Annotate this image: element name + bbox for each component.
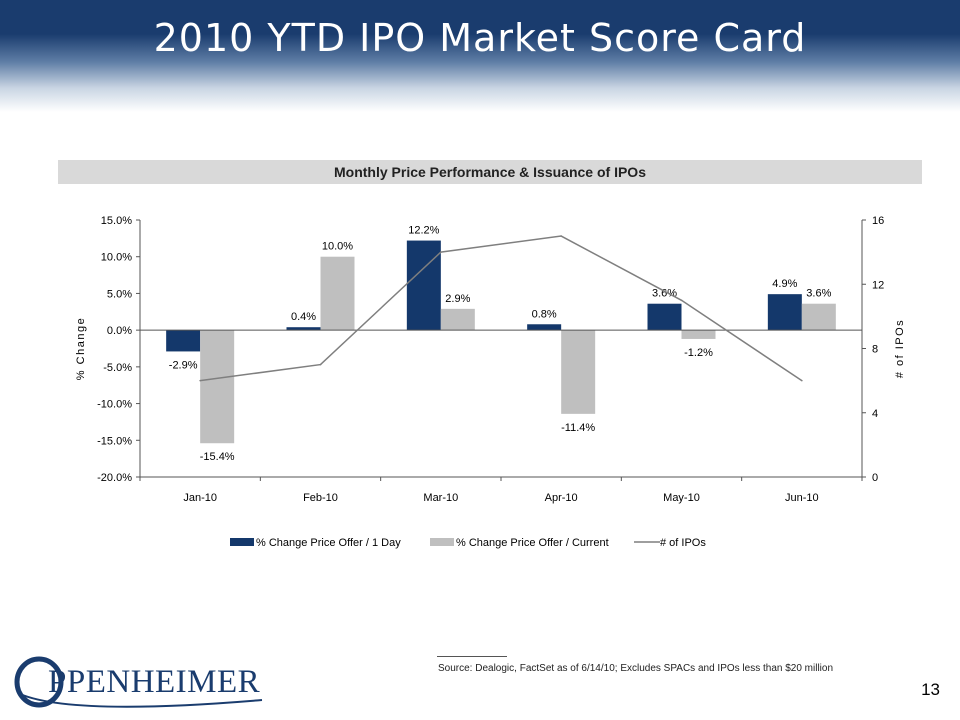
y-tick-label: -20.0% [97,472,132,484]
bar [681,330,716,339]
data-label: -2.9% [169,359,198,371]
logo-text: PPENHEIMER [48,664,261,700]
ipos-point [560,235,562,237]
chart-title: Monthly Price Performance & Issuance of … [58,160,922,184]
x-tick-label: Jan-10 [183,492,217,504]
legend-label-ipos: # of IPOs [660,537,706,549]
y-tick-label: -5.0% [103,362,132,374]
data-label: 0.4% [291,311,316,323]
ipos-point [440,251,442,253]
y2-tick-label: 4 [872,408,878,420]
y2-tick-label: 8 [872,344,878,356]
y-tick-label: 15.0% [101,215,132,227]
legend-label-current: % Change Price Offer / Current [456,537,609,549]
data-label: -15.4% [200,451,235,463]
oppenheimer-logo: PPENHEIMER [12,650,272,714]
header-band [0,0,960,112]
x-tick-label: Feb-10 [303,492,338,504]
page-title: 2010 YTD IPO Market Score Card [153,16,807,60]
x-tick-label: May-10 [663,492,700,504]
x-tick-label: Mar-10 [423,492,458,504]
page-number: 13 [921,680,940,699]
y2-axis-title: # of IPOs [894,319,906,378]
ipos-point [319,363,322,366]
source-note: Source: Dealogic, FactSet as of 6/14/10;… [438,663,834,674]
data-label: 2.9% [445,293,470,305]
source-rule [437,656,507,657]
x-tick-label: Jun-10 [785,492,819,504]
legend-label-1day: % Change Price Offer / 1 Day [256,537,401,549]
data-label: 12.2% [408,225,439,237]
ipos-point [680,299,683,302]
ipos-point [199,379,201,382]
legend-swatch-1day [230,538,254,546]
bar [767,294,802,331]
ipos-point [801,379,803,382]
y-tick-label: 10.0% [101,252,132,264]
data-label: 3.6% [652,288,677,300]
y2-tick-label: 0 [872,472,878,484]
legend-swatch-current [430,538,454,546]
bar [801,303,836,331]
y2-tick-label: 12 [872,279,884,291]
bar [440,308,475,331]
y-tick-label: 0.0% [107,325,132,337]
data-label: -1.2% [684,347,713,359]
y2-tick-label: 16 [872,215,884,227]
logo-o-icon [14,656,263,708]
bar [406,240,441,331]
y-axis-title: % Change [75,317,87,380]
y-tick-label: -10.0% [97,399,132,411]
data-label: 0.8% [532,308,557,320]
bar [527,324,562,331]
bar [200,330,235,444]
data-label: 3.6% [806,288,831,300]
x-tick-label: Apr-10 [545,492,578,504]
data-label: 4.9% [772,278,797,290]
bar [647,303,682,331]
bar [561,330,596,414]
bar [320,256,355,331]
bar [286,327,321,331]
ipos-line [200,235,803,382]
bar [166,330,201,352]
y-tick-label: 5.0% [107,288,132,300]
data-label: -11.4% [561,422,595,434]
y-tick-label: -15.0% [97,435,132,447]
data-label: 10.0% [322,241,353,253]
